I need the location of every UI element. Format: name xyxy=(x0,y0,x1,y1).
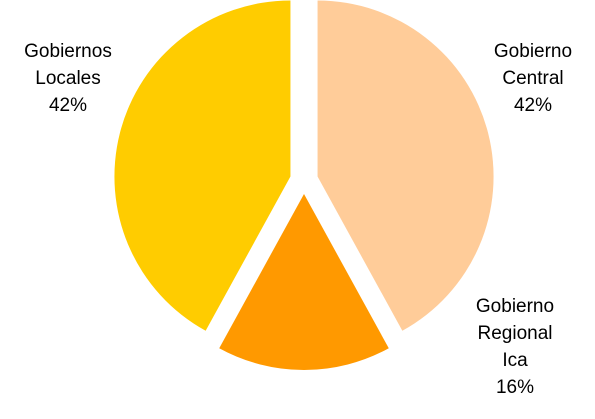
slice-label-0: Gobierno Central 42% xyxy=(494,41,572,116)
slice-label-1: Gobierno Regional Ica 16% xyxy=(476,296,554,398)
slice-name-label: Regional xyxy=(478,323,553,344)
slice-name-label: Central xyxy=(502,68,563,89)
slice-percent-label: 42% xyxy=(49,95,87,116)
pie-labels: Gobierno Central 42% Gobierno Regional Ica 16%… xyxy=(24,41,572,398)
slice-label-2: Gobiernos Locales 42% xyxy=(24,41,112,116)
pie-slice-1 xyxy=(219,194,389,370)
slice-percent-label: 42% xyxy=(514,95,552,116)
slice-name-label: Gobiernos xyxy=(24,41,112,62)
pie-slice-0 xyxy=(317,0,494,331)
slice-name-label: Gobierno xyxy=(476,296,554,317)
slice-name-label: Gobierno xyxy=(494,41,572,62)
pie-slices xyxy=(114,0,494,370)
pie-slice-2 xyxy=(114,0,291,331)
slice-name-label: Ica xyxy=(502,350,528,371)
slice-name-label: Locales xyxy=(35,68,101,89)
slice-percent-label: 16% xyxy=(496,377,534,398)
